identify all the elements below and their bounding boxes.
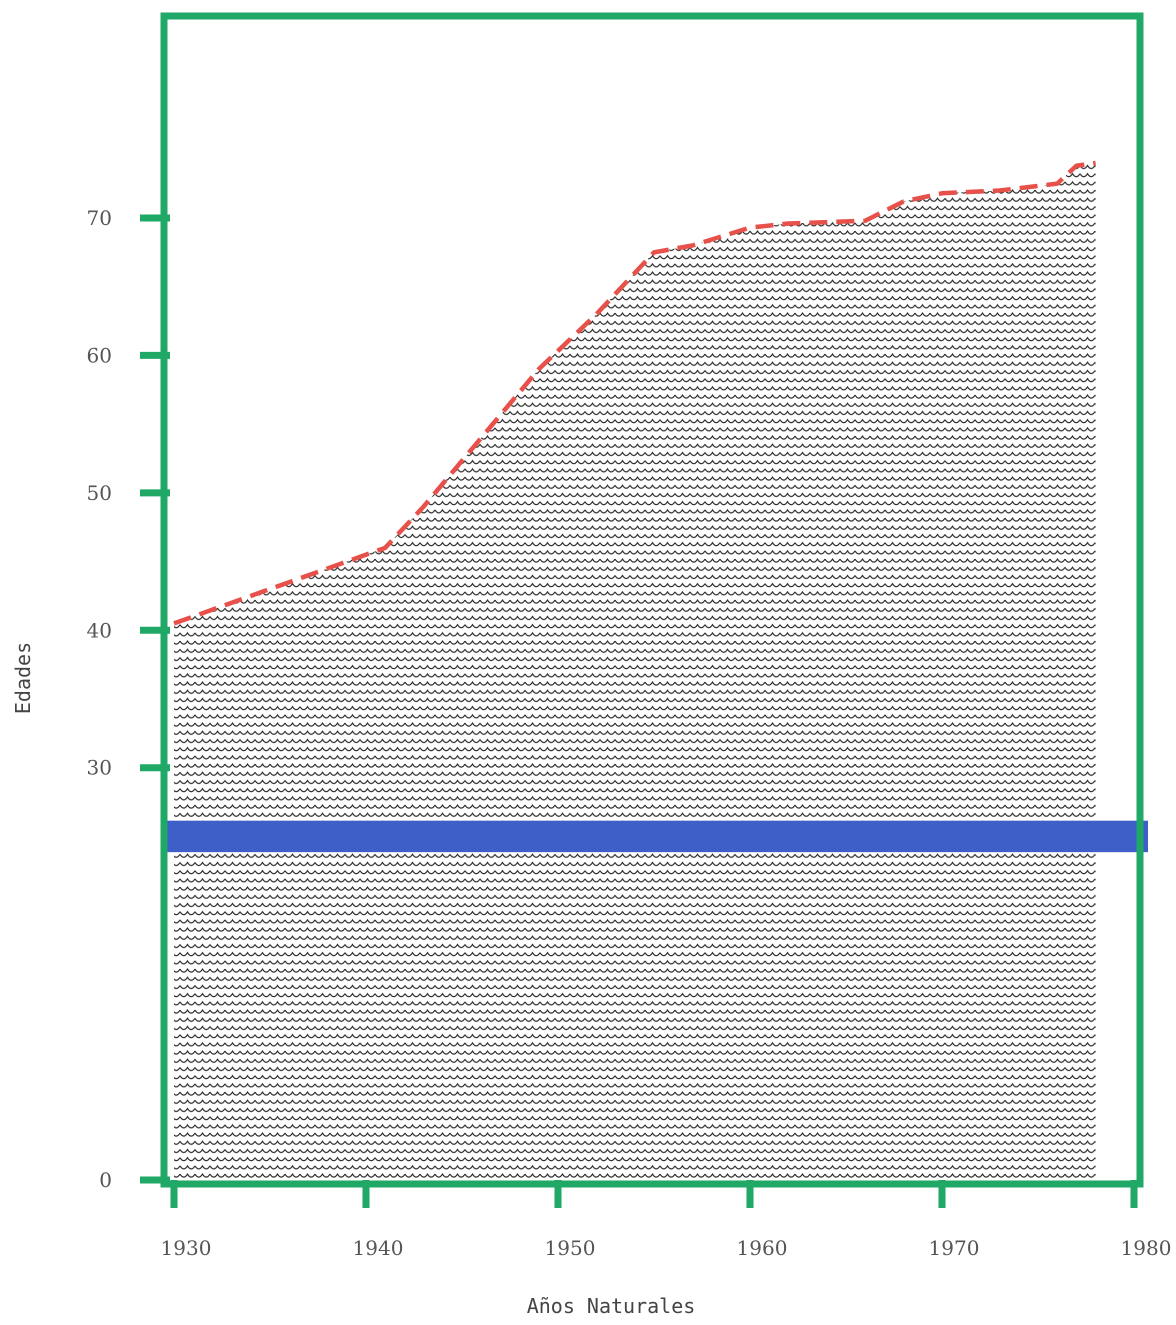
band-layer (166, 820, 1148, 853)
y-tick-label: 0 (99, 1168, 112, 1192)
y-tick-label: 70 (87, 206, 112, 230)
y-tick-label: 50 (87, 481, 112, 505)
y-axis-title: Edades (11, 642, 35, 714)
x-axis-ticks: 1930 1940 1950 1960 1970 1980 (161, 1180, 1172, 1260)
x-tick-label: 1980 (1121, 1236, 1172, 1260)
y-tick-label: 40 (87, 618, 112, 642)
x-tick-label: 1940 (353, 1236, 404, 1260)
y-tick-label: 30 (87, 756, 112, 780)
y-tick-label: 60 (87, 343, 112, 367)
line-layer (173, 160, 1096, 626)
area-fill-layer (174, 163, 1096, 1180)
x-tick-label: 1930 (161, 1236, 212, 1260)
x-tick-label: 1950 (545, 1236, 596, 1260)
x-tick-label: 1960 (737, 1236, 788, 1260)
area-fill-series-0 (174, 163, 1096, 1180)
y-axis-ticks: 0 30 40 50 60 70 (87, 206, 170, 1192)
horizontal-band (166, 820, 1148, 853)
x-axis-title: Años Naturales (527, 1294, 696, 1318)
plot-frame (160, 12, 1144, 1188)
x-tick-label: 1970 (929, 1236, 980, 1260)
